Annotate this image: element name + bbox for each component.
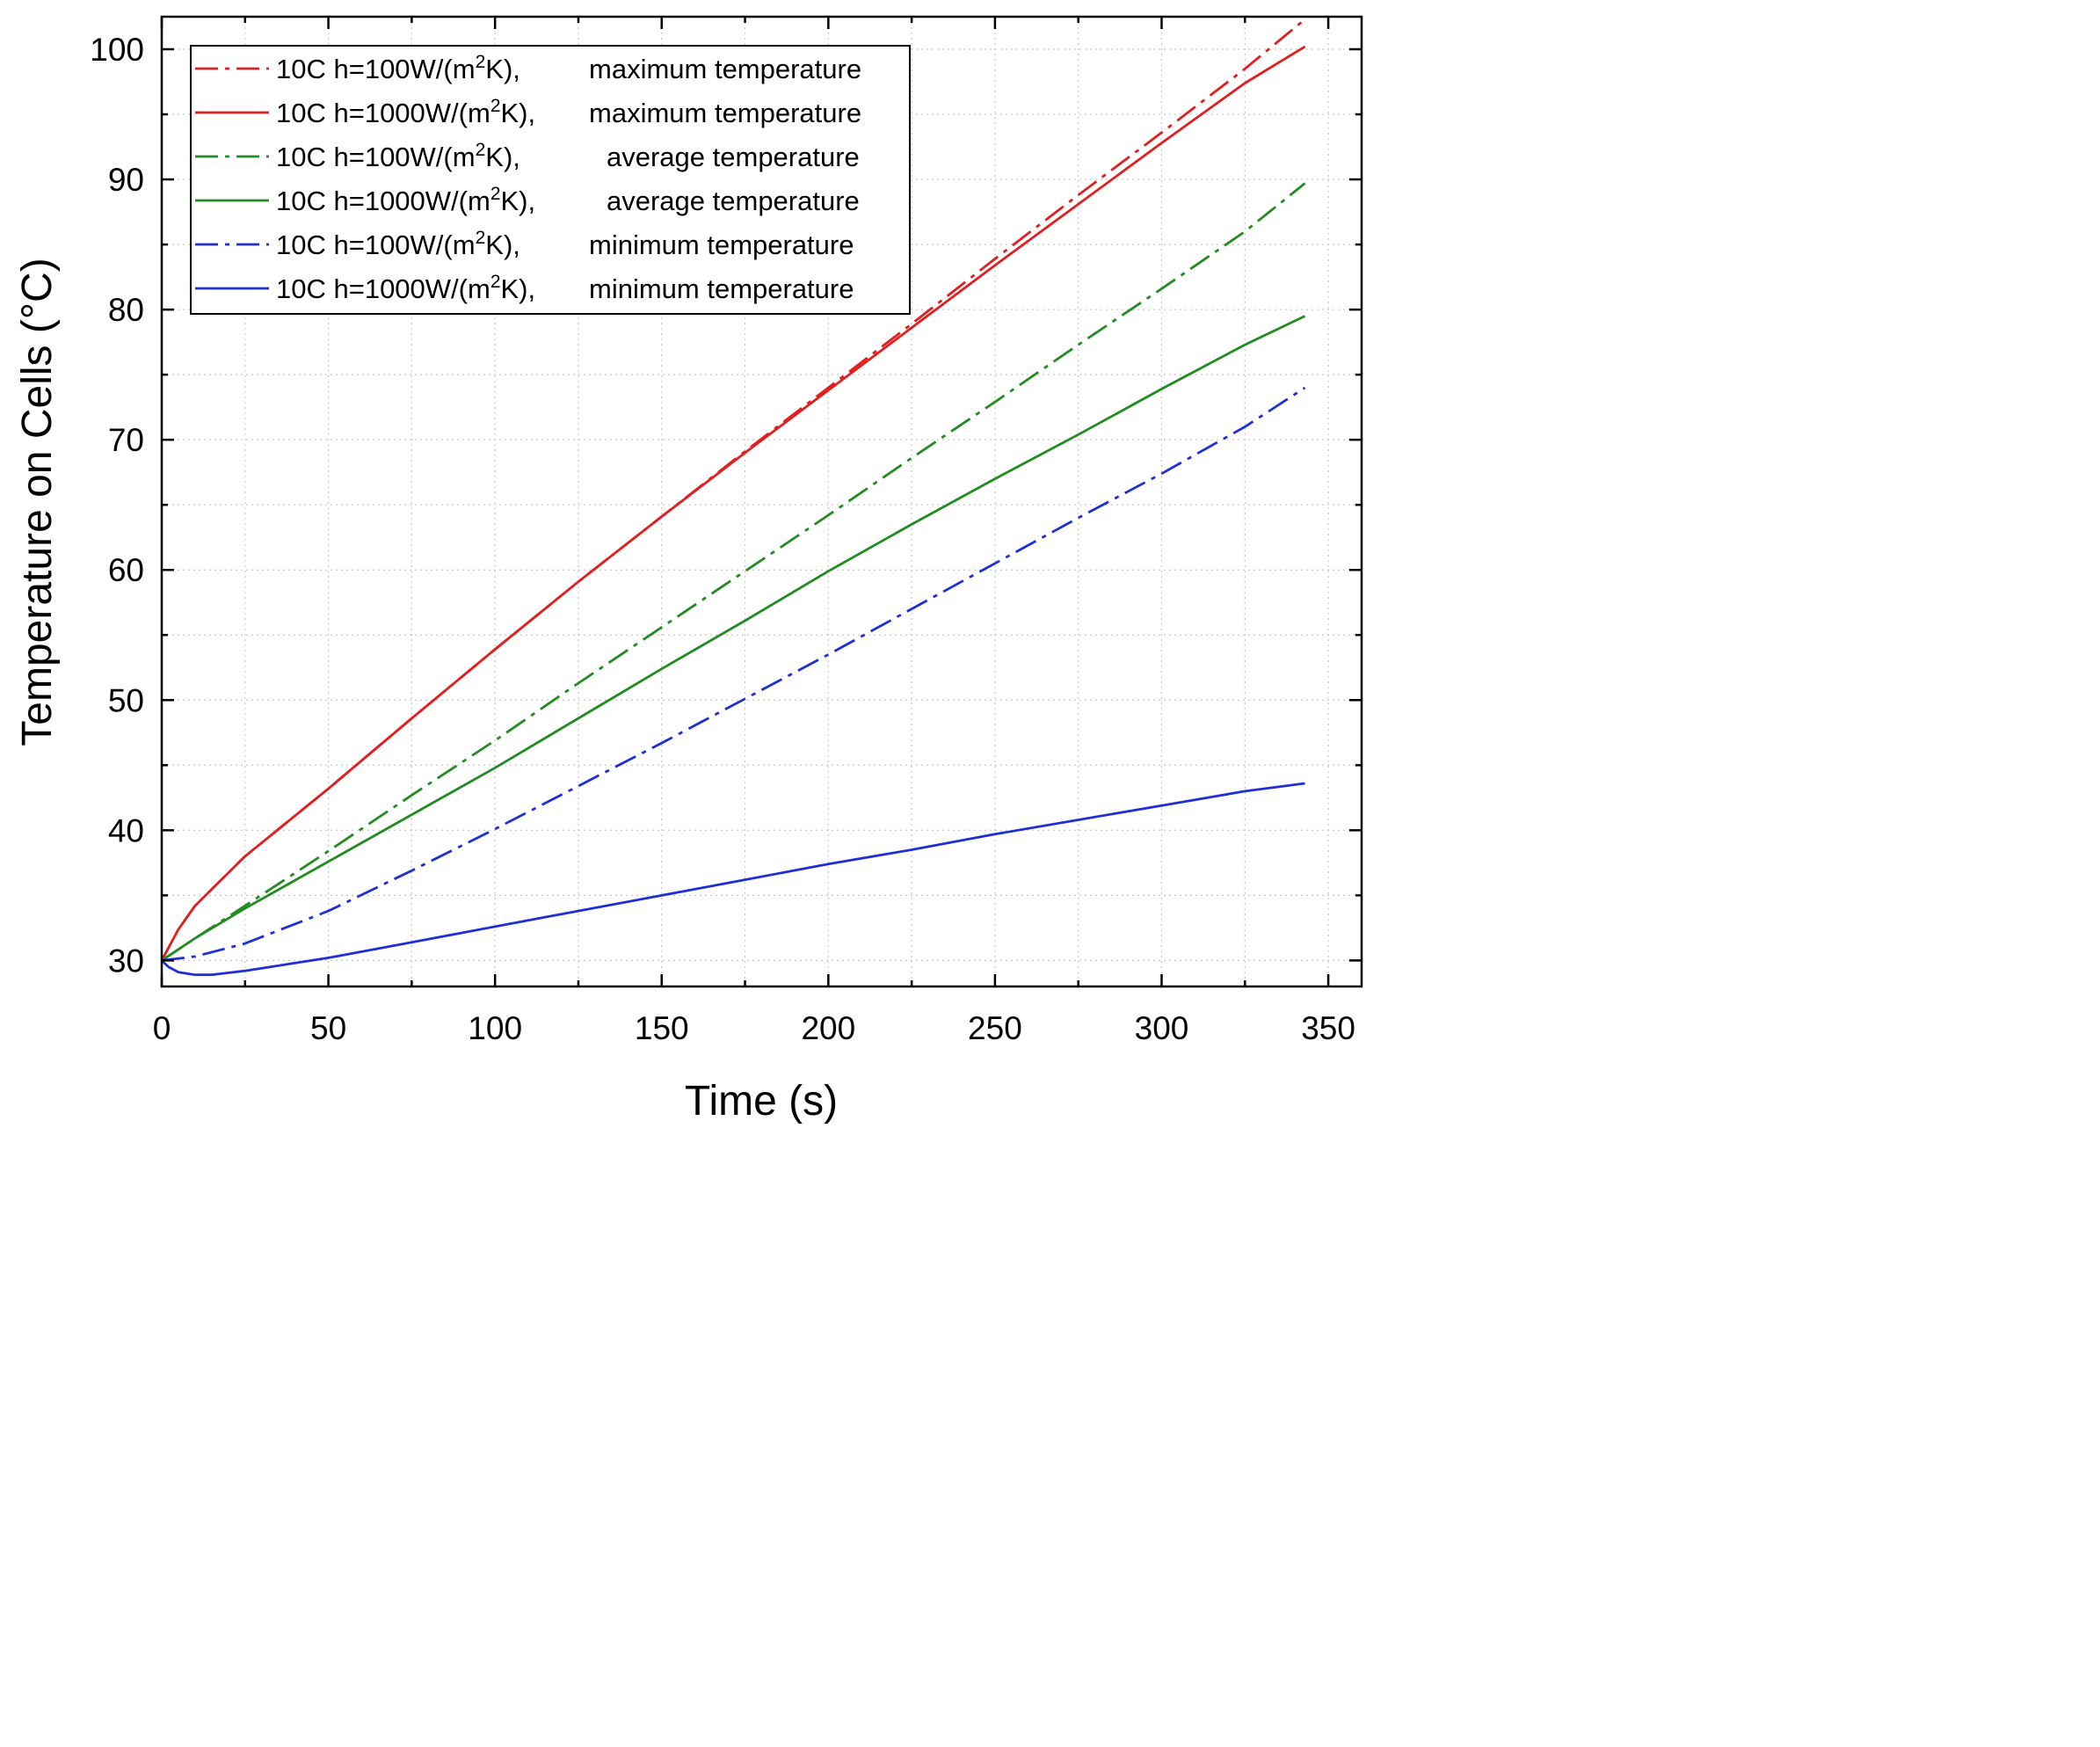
legend-label: 10C h=100W/(m2K), — [276, 52, 520, 84]
legend-description: maximum temperature — [589, 54, 861, 84]
chart: 0 50 100 150 200 250 300 350 30 40 50 60 70 80 90 100 T… — [14, 15, 1363, 1125]
x-tick-label: 0 — [153, 1010, 171, 1046]
legend-label: 10C h=1000W/(m2K), — [276, 184, 535, 216]
x-tick-label: 100 — [468, 1010, 522, 1046]
x-tick-label: 50 — [310, 1010, 346, 1046]
y-tick-label: 50 — [108, 682, 144, 718]
x-axis-title: Time (s) — [685, 1078, 838, 1125]
legend-description: minimum temperature — [589, 273, 854, 304]
legend-label: 10C h=100W/(m2K), — [276, 140, 520, 172]
x-tick-label: 200 — [801, 1010, 855, 1046]
y-tick-label: 70 — [108, 422, 144, 458]
y-tick-label: 30 — [108, 943, 144, 979]
legend-description: maximum temperature — [589, 98, 861, 128]
series-line-5 — [161, 386, 1306, 962]
series-line-4 — [161, 315, 1306, 962]
y-axis-title: Temperature on Cells (°C) — [14, 258, 61, 746]
series-line-6 — [161, 782, 1305, 977]
legend-label: 10C h=100W/(m2K), — [276, 228, 520, 260]
y-tick-label: 80 — [108, 292, 144, 328]
x-tick-label: 250 — [968, 1010, 1022, 1046]
x-tick-label: 150 — [635, 1010, 689, 1046]
tick-layer — [160, 17, 1362, 986]
legend-label: 10C h=1000W/(m2K), — [276, 272, 535, 304]
x-tick-label: 350 — [1301, 1010, 1355, 1046]
series-line-3 — [161, 182, 1306, 962]
series-line-2 — [160, 45, 1306, 962]
legend: 10C h=100W/(m2K), maximum temperature 10C … — [190, 45, 911, 315]
y-tick-label: 100 — [90, 32, 144, 68]
grid-layer — [162, 17, 1362, 986]
series-layer — [160, 18, 1306, 977]
legend-description: minimum temperature — [589, 229, 854, 260]
y-tick-label: 60 — [108, 552, 144, 588]
x-tick-label: 300 — [1135, 1010, 1189, 1046]
legend-box — [190, 45, 911, 315]
legend-description: average temperature — [607, 142, 860, 172]
tick-label-layer: 0 50 100 150 200 250 300 350 30 40 50 60 70 80 90 100 — [90, 32, 1355, 1046]
y-tick-label: 40 — [108, 812, 144, 848]
legend-label: 10C h=1000W/(m2K), — [276, 96, 535, 128]
legend-description: average temperature — [607, 186, 860, 216]
plot-frame — [160, 15, 1363, 988]
y-tick-label: 90 — [108, 162, 144, 198]
